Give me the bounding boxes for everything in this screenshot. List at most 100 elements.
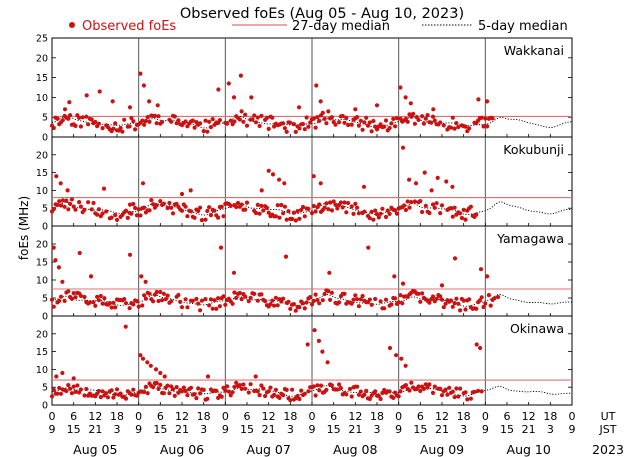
observed-point <box>412 199 417 204</box>
day-label: Aug 09 <box>420 442 464 457</box>
observed-point <box>362 120 367 125</box>
y-tick-label: 15 <box>36 347 48 358</box>
legend-observed-label: Observed foEs <box>82 19 176 34</box>
observed-point <box>268 385 273 390</box>
observed-point <box>439 283 445 288</box>
observed-point <box>438 294 443 299</box>
observed-point <box>488 303 493 308</box>
observed-point <box>325 360 330 365</box>
observed-point <box>450 214 455 219</box>
y-axis-label: foEs (MHz) <box>17 196 31 260</box>
observed-point <box>73 389 78 394</box>
observed-point <box>96 388 101 394</box>
observed-point <box>329 383 334 388</box>
ut-tick-label: 0 <box>569 410 576 423</box>
observed-point <box>68 201 73 206</box>
observed-point <box>421 121 426 126</box>
observed-point <box>105 395 111 400</box>
observed-point <box>259 292 264 297</box>
observed-point <box>315 115 320 120</box>
observed-point <box>95 294 100 299</box>
observed-point <box>127 105 133 110</box>
observed-point <box>394 116 399 121</box>
observed-point <box>57 199 62 204</box>
observed-point <box>340 113 345 119</box>
observed-point <box>152 113 157 118</box>
observed-point <box>329 290 334 295</box>
observed-point <box>223 388 228 393</box>
observed-point <box>468 396 473 401</box>
observed-point <box>139 274 144 279</box>
observed-point <box>407 388 412 393</box>
observed-point <box>201 129 206 134</box>
jst-tick-label: 15 <box>240 423 254 436</box>
observed-point <box>255 298 260 303</box>
observed-point <box>183 204 188 209</box>
observed-point <box>329 115 334 120</box>
observed-point <box>393 124 398 129</box>
observed-point <box>284 129 289 134</box>
observed-point <box>281 296 286 301</box>
observed-point <box>335 206 340 211</box>
ut-tick-label: 12 <box>88 410 102 423</box>
observed-point <box>51 206 56 212</box>
observed-point <box>478 345 483 351</box>
observed-point <box>346 122 351 128</box>
observed-point <box>277 215 282 220</box>
observed-point <box>313 393 318 398</box>
observed-point <box>427 300 432 305</box>
ut-tick-label: 18 <box>457 410 471 423</box>
observed-point <box>172 114 177 119</box>
jst-tick-label: 3 <box>114 423 121 436</box>
observed-point <box>284 387 289 392</box>
observed-point <box>479 115 484 120</box>
observed-point <box>237 290 242 296</box>
observed-point <box>427 382 432 387</box>
observed-point <box>478 267 484 272</box>
observed-point <box>123 301 129 306</box>
observed-point <box>387 345 393 351</box>
jst-tick-label: 15 <box>500 423 514 436</box>
observed-point <box>356 392 361 397</box>
observed-point <box>49 394 55 399</box>
observed-point <box>78 124 83 129</box>
observed-point <box>129 211 134 216</box>
observed-point <box>445 392 450 397</box>
observed-point <box>142 293 147 298</box>
observed-point <box>463 124 468 129</box>
observed-point <box>123 208 129 213</box>
observed-point <box>313 292 318 297</box>
observed-point <box>143 118 148 124</box>
observed-point <box>454 296 459 301</box>
observed-point <box>326 109 331 114</box>
observed-point <box>183 297 188 302</box>
observed-point <box>221 294 226 299</box>
observed-point <box>367 297 372 302</box>
observed-point <box>398 85 403 90</box>
observed-point <box>311 384 316 389</box>
observed-point <box>283 254 289 259</box>
observed-point <box>196 301 201 306</box>
jst-tick-label: 3 <box>200 423 207 436</box>
observed-point <box>225 121 230 126</box>
observed-point <box>203 217 208 222</box>
observed-point <box>302 391 307 396</box>
observed-point <box>356 304 361 309</box>
day-label: Aug 06 <box>160 442 204 457</box>
jst-tick-label: 9 <box>482 423 489 436</box>
year-label: 2023 <box>592 442 624 457</box>
observed-point <box>474 306 479 311</box>
observed-point <box>288 398 293 403</box>
day-label: Aug 08 <box>333 442 377 457</box>
observed-point <box>89 117 94 122</box>
observed-point <box>179 208 185 213</box>
observed-point <box>179 305 185 310</box>
observed-point <box>140 118 145 123</box>
station-label: Okinawa <box>510 321 564 336</box>
observed-point <box>351 211 356 216</box>
y-tick-label: 20 <box>36 240 48 251</box>
ut-tick-label: 0 <box>309 410 316 423</box>
observed-point <box>138 353 143 358</box>
observed-point <box>431 107 436 112</box>
observed-point <box>127 252 133 257</box>
